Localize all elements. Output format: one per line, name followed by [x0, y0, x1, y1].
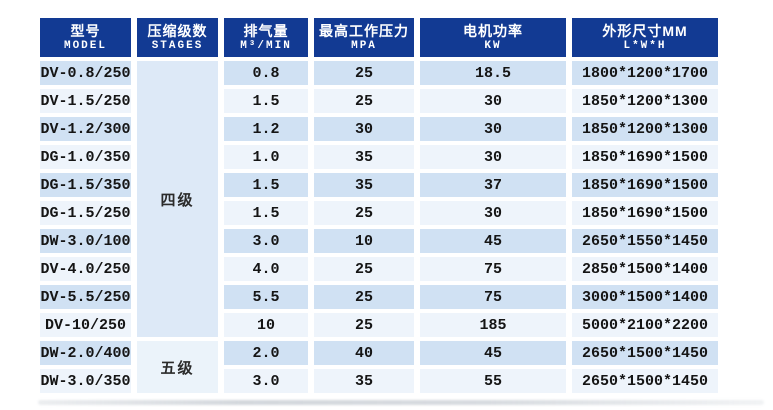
pressure-cell: 25 — [314, 89, 414, 113]
model-cell: DV-5.5/250 — [40, 285, 131, 309]
model-cell: DG-1.5/250 — [40, 201, 131, 225]
col-header-stages-en: STAGES — [151, 39, 204, 52]
dimensions-cell: 2650*1500*1450 — [572, 369, 718, 393]
spec-table-body: DV-0.8/250 四级 0.8 25 18.5 1800*1200*1700 DV-1.… — [40, 61, 718, 393]
dimensions-cell: 1850*1690*1500 — [572, 145, 718, 169]
dimensions-cell: 3000*1500*1400 — [572, 285, 718, 309]
dimensions-cell: 1850*1690*1500 — [572, 201, 718, 225]
dimensions-cell: 1850*1200*1300 — [572, 117, 718, 141]
model-cell: DW-3.0/100 — [40, 229, 131, 253]
pressure-cell: 25 — [314, 61, 414, 85]
dimensions-cell: 2650*1500*1450 — [572, 341, 718, 365]
displacement-cell: 4.0 — [224, 257, 308, 281]
col-header-pressure: 最高工作压力 MPA — [314, 18, 414, 57]
col-header-dimensions-zh: 外形尺寸MM — [602, 22, 688, 39]
col-header-pressure-zh: 最高工作压力 — [319, 22, 409, 39]
col-header-stages-zh: 压缩级数 — [147, 22, 208, 39]
col-header-dimensions: 外形尺寸MM L*W*H — [572, 18, 718, 57]
displacement-cell: 3.0 — [224, 369, 308, 393]
displacement-cell: 5.5 — [224, 285, 308, 309]
dimensions-cell: 2650*1550*1450 — [572, 229, 718, 253]
stage-group-cell: 五级 — [137, 341, 218, 393]
dimensions-cell: 1800*1200*1700 — [572, 61, 718, 85]
col-header-power: 电机功率 KW — [420, 18, 566, 57]
power-cell: 30 — [420, 117, 566, 141]
stage-group-cell: 四级 — [137, 61, 218, 337]
model-cell: DV-10/250 — [40, 313, 131, 337]
dimensions-cell: 2850*1500*1400 — [572, 257, 718, 281]
pressure-cell: 35 — [314, 145, 414, 169]
spec-table-header: 型号 MODEL 压缩级数 STAGES 排气量 M³/MIN 最高工作压力 M… — [40, 18, 718, 57]
table-row: DG-1.5/350 1.5 35 37 1850*1690*1500 — [40, 173, 718, 197]
power-cell: 45 — [420, 341, 566, 365]
col-header-stages: 压缩级数 STAGES — [137, 18, 218, 57]
dimensions-cell: 5000*2100*2200 — [572, 313, 718, 337]
pressure-cell: 25 — [314, 313, 414, 337]
col-header-pressure-en: MPA — [351, 39, 377, 52]
table-row: DV-1.2/300 1.2 30 30 1850*1200*1300 — [40, 117, 718, 141]
dimensions-cell: 1850*1690*1500 — [572, 173, 718, 197]
displacement-cell: 1.5 — [224, 89, 308, 113]
pressure-cell: 25 — [314, 257, 414, 281]
displacement-cell: 1.2 — [224, 117, 308, 141]
col-header-model: 型号 MODEL — [40, 18, 131, 57]
spec-table: 型号 MODEL 压缩级数 STAGES 排气量 M³/MIN 最高工作压力 M… — [34, 14, 724, 397]
table-row: DV-1.5/250 1.5 25 30 1850*1200*1300 — [40, 89, 718, 113]
model-cell: DG-1.5/350 — [40, 173, 131, 197]
displacement-cell: 2.0 — [224, 341, 308, 365]
header-row: 型号 MODEL 压缩级数 STAGES 排气量 M³/MIN 最高工作压力 M… — [40, 18, 718, 57]
power-cell: 30 — [420, 145, 566, 169]
col-header-model-en: MODEL — [63, 39, 107, 52]
power-cell: 30 — [420, 201, 566, 225]
power-cell: 75 — [420, 285, 566, 309]
table-row: DV-10/250 10 25 185 5000*2100*2200 — [40, 313, 718, 337]
pressure-cell: 40 — [314, 341, 414, 365]
table-row: DW-3.0/350 3.0 35 55 2650*1500*1450 — [40, 369, 718, 393]
displacement-cell: 1.5 — [224, 173, 308, 197]
displacement-cell: 1.5 — [224, 201, 308, 225]
table-row: DW-3.0/100 3.0 10 45 2650*1550*1450 — [40, 229, 718, 253]
table-bottom-shadow — [38, 400, 764, 405]
displacement-cell: 10 — [224, 313, 308, 337]
pressure-cell: 35 — [314, 369, 414, 393]
displacement-cell: 0.8 — [224, 61, 308, 85]
pressure-cell: 10 — [314, 229, 414, 253]
table-row: DV-5.5/250 5.5 25 75 3000*1500*1400 — [40, 285, 718, 309]
pressure-cell: 30 — [314, 117, 414, 141]
displacement-cell: 3.0 — [224, 229, 308, 253]
power-cell: 30 — [420, 89, 566, 113]
model-cell: DV-1.2/300 — [40, 117, 131, 141]
table-row: DV-4.0/250 4.0 25 75 2850*1500*1400 — [40, 257, 718, 281]
model-cell: DW-3.0/350 — [40, 369, 131, 393]
dimensions-cell: 1850*1200*1300 — [572, 89, 718, 113]
model-cell: DV-1.5/250 — [40, 89, 131, 113]
model-cell: DG-1.0/350 — [40, 145, 131, 169]
col-header-displacement-en: M³/MIN — [240, 39, 292, 52]
pressure-cell: 35 — [314, 173, 414, 197]
power-cell: 45 — [420, 229, 566, 253]
model-cell: DV-4.0/250 — [40, 257, 131, 281]
power-cell: 55 — [420, 369, 566, 393]
table-row: DG-1.5/250 1.5 25 30 1850*1690*1500 — [40, 201, 718, 225]
power-cell: 37 — [420, 173, 566, 197]
pressure-cell: 25 — [314, 285, 414, 309]
col-header-power-en: KW — [484, 39, 502, 52]
pressure-cell: 25 — [314, 201, 414, 225]
power-cell: 75 — [420, 257, 566, 281]
col-header-model-zh: 型号 — [70, 22, 101, 39]
power-cell: 185 — [420, 313, 566, 337]
table-row: DW-2.0/400 五级 2.0 40 45 2650*1500*1450 — [40, 341, 718, 393]
table-row: DV-0.8/250 四级 0.8 25 18.5 1800*1200*1700 — [40, 61, 718, 337]
model-cell: DW-2.0/400 — [40, 341, 131, 365]
col-header-displacement-zh: 排气量 — [243, 22, 289, 39]
col-header-displacement: 排气量 M³/MIN — [224, 18, 308, 57]
table-row: DG-1.0/350 1.0 35 30 1850*1690*1500 — [40, 145, 718, 169]
model-cell: DV-0.8/250 — [40, 61, 131, 85]
displacement-cell: 1.0 — [224, 145, 308, 169]
col-header-dimensions-en: L*W*H — [623, 39, 667, 52]
col-header-power-zh: 电机功率 — [463, 22, 523, 39]
power-cell: 18.5 — [420, 61, 566, 85]
